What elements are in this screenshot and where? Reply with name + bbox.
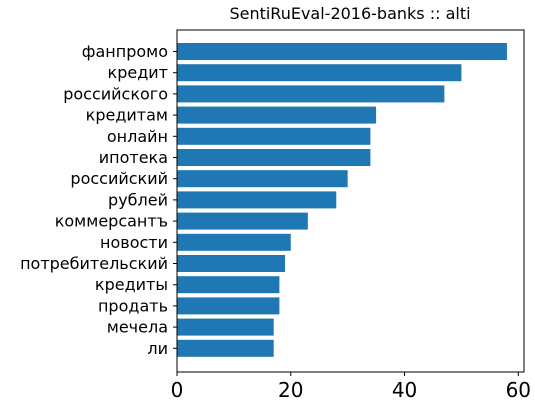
bar	[177, 233, 291, 251]
y-tick-label: ли	[147, 339, 168, 358]
y-tick-label: ипотека	[99, 148, 168, 167]
x-tick-label: 40	[392, 378, 417, 402]
y-tick-label: коммерсантъ	[55, 212, 168, 231]
y-tick-label: потребительский	[20, 254, 168, 273]
bar	[177, 191, 337, 209]
y-tick-label: фанпромо	[82, 42, 168, 61]
bar	[177, 339, 274, 357]
bar	[177, 255, 286, 272]
bar	[177, 297, 280, 315]
y-tick-label: российский	[70, 169, 168, 188]
bar	[177, 212, 308, 230]
bar	[177, 149, 371, 166]
y-tick-label: российского	[63, 84, 168, 103]
bars-layer	[177, 43, 507, 357]
bar	[177, 127, 371, 145]
bar	[177, 318, 274, 336]
y-tick-label: новости	[100, 233, 168, 252]
y-tick-label: мечела	[107, 318, 168, 337]
bar	[177, 43, 507, 60]
bar	[177, 170, 348, 188]
y-axis-ticks: фанпромо кредит российского кредитам онлайн и…	[20, 42, 177, 358]
y-tick-label: онлайн	[107, 127, 168, 146]
y-tick-label: кредиты	[95, 275, 168, 294]
y-tick-label: кредитам	[86, 106, 168, 125]
chart-title: SentiRuEval-2016-banks :: alti	[229, 4, 470, 23]
bar	[177, 276, 280, 294]
bar	[177, 64, 462, 82]
plot-area-frame	[176, 29, 525, 373]
bar	[177, 106, 377, 124]
y-tick-label: кредит	[108, 63, 168, 82]
x-tick-label: 60	[506, 378, 531, 402]
x-tick-label: 20	[278, 378, 303, 402]
x-axis-ticks: 0 20 40 60	[171, 372, 531, 402]
x-tick-label: 0	[171, 378, 184, 402]
y-tick-label: рублей	[108, 190, 168, 209]
bar	[177, 85, 445, 103]
y-tick-label: продать	[98, 296, 168, 315]
